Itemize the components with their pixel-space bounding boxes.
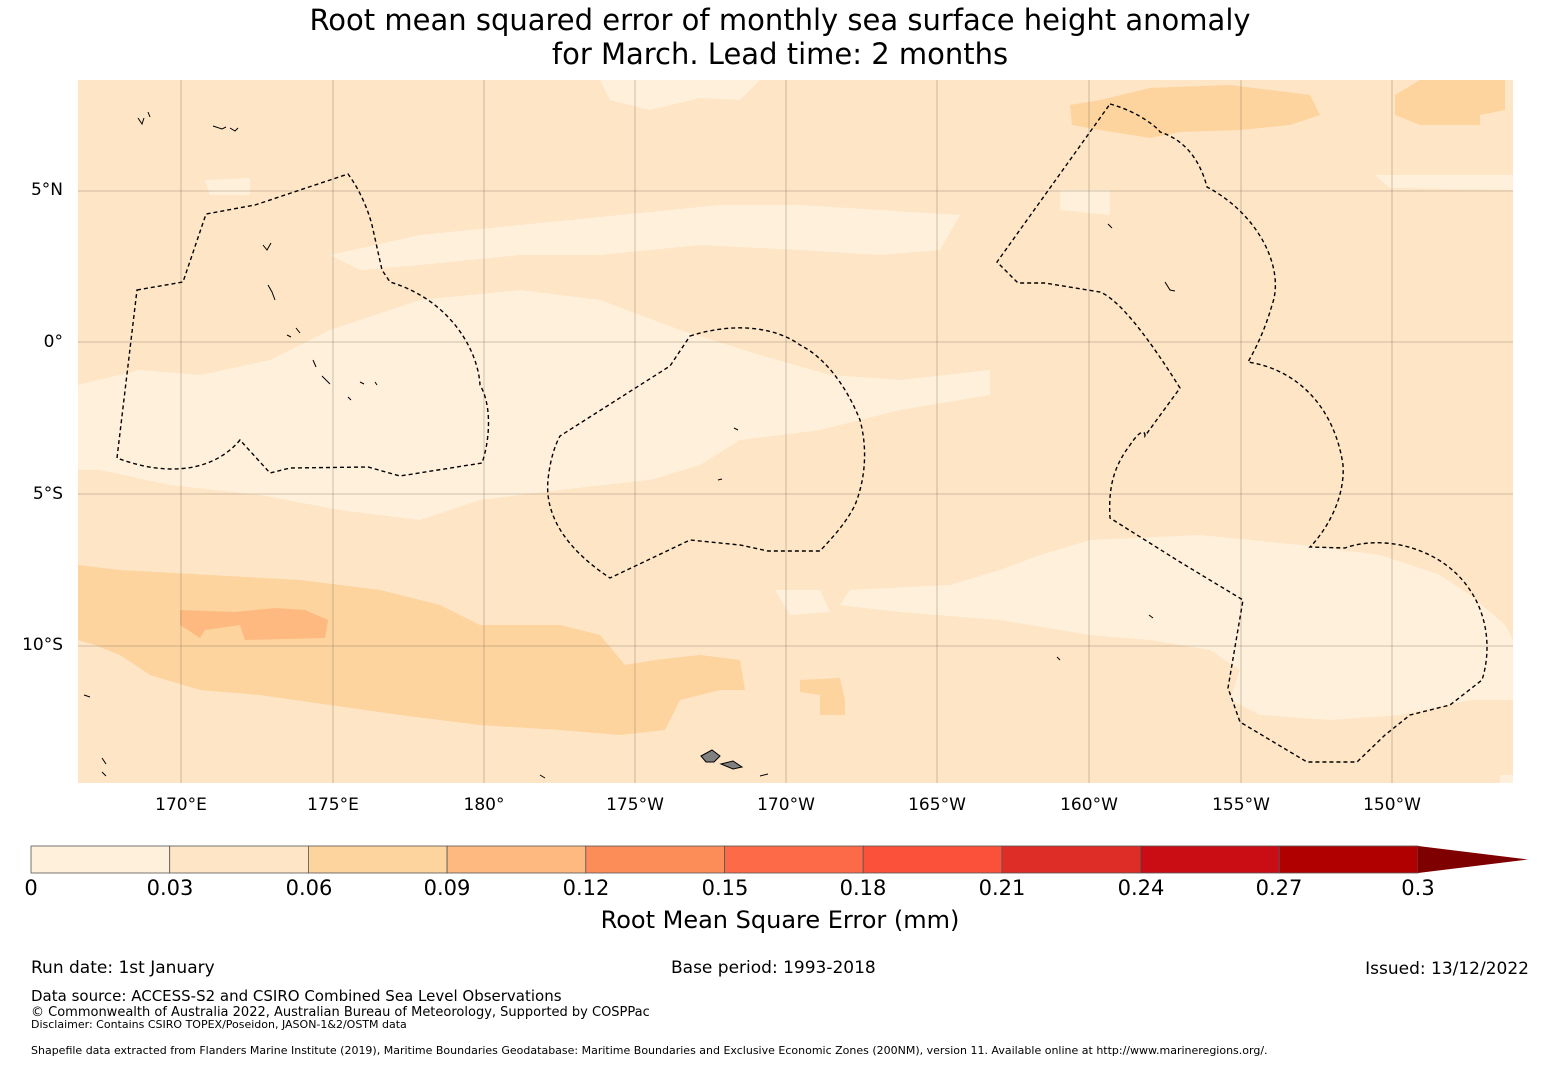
data-source: Data source: ACCESS-S2 and CSIRO Combine…: [31, 987, 562, 1005]
lon-label-160w: 160°W: [1060, 795, 1118, 815]
eez-boundaries: [116, 103, 1488, 763]
colorbar-tick: 0: [24, 876, 38, 900]
eez-line-islands: [996, 103, 1488, 763]
colorbar-tick: 0.09: [423, 876, 471, 900]
lon-label-150w: 150°W: [1363, 795, 1421, 815]
colorbar-tick: 0.12: [562, 876, 610, 900]
islands: [83, 111, 1176, 779]
colorbar-tick: 0.21: [978, 876, 1026, 900]
disclaimer: Disclaimer: Contains CSIRO TOPEX/Poseido…: [31, 1018, 407, 1031]
colorbar-tick: 0.06: [285, 876, 333, 900]
eez-phoenix-islands: [546, 327, 866, 579]
colorbar-segment: [1140, 845, 1280, 874]
map-title-line1: Root mean squared error of monthly sea s…: [309, 3, 1251, 37]
lat-label-5s: 5°S: [32, 484, 63, 504]
colorbar-segment: [30, 845, 171, 874]
lat-label-0: 0°: [43, 332, 63, 352]
colorbar-segment: [169, 845, 309, 874]
colorbar-segment: [862, 845, 1003, 874]
eez-kiribati-gilberts: [116, 173, 490, 477]
lon-label-180: 180°: [463, 795, 505, 815]
lon-label-170e: 170°E: [155, 795, 207, 815]
colorbar-tick: 0.15: [701, 876, 749, 900]
samoa-islands: [700, 749, 744, 770]
colorbar-tick: 0.03: [146, 876, 194, 900]
colorbar-segment: [1278, 845, 1419, 874]
colorbar-segment: [446, 845, 587, 874]
colorbar-title: Root Mean Square Error (mm): [600, 906, 960, 934]
colorbar-extension-arrow: [1418, 846, 1528, 873]
colorbar-tick: 0.18: [839, 876, 887, 900]
colorbar-tick: 0.27: [1255, 876, 1303, 900]
colorbar-segment: [1001, 845, 1142, 874]
colorbar-segment: [585, 845, 725, 874]
graticule: [78, 80, 1513, 783]
lat-label-10s: 10°S: [22, 635, 63, 655]
map-title-line2: for March. Lead time: 2 months: [551, 37, 1009, 71]
lon-label-165w: 165°W: [908, 795, 966, 815]
rmse-field-medium: [78, 80, 1505, 735]
colorbar-segment: [724, 845, 864, 874]
rmse-field-lightest: [78, 80, 1513, 783]
shapefile-credit: Shapefile data extracted from Flanders M…: [31, 1044, 1268, 1057]
colorbar-tick: 0.3: [1401, 876, 1435, 900]
lon-label-175w: 175°W: [606, 795, 664, 815]
colorbar-tick: 0.24: [1117, 876, 1165, 900]
run-date: Run date: 1st January: [31, 958, 215, 978]
lon-label-170w: 170°W: [757, 795, 815, 815]
copyright: © Commonwealth of Australia 2022, Austra…: [31, 1005, 650, 1020]
base-period: Base period: 1993-2018: [671, 958, 876, 978]
colorbar-segment: [307, 845, 448, 874]
lon-label-175e: 175°E: [307, 795, 359, 815]
rmse-field-dark: [180, 608, 328, 640]
colorbar: [30, 845, 1528, 874]
lat-label-5n: 5°N: [30, 180, 63, 200]
issued-date: Issued: 13/12/2022: [1365, 959, 1529, 979]
lon-label-155w: 155°W: [1212, 795, 1270, 815]
